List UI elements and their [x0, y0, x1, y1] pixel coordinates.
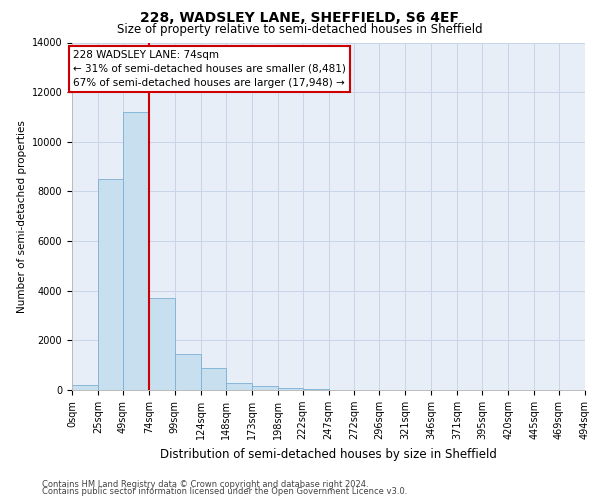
- X-axis label: Distribution of semi-detached houses by size in Sheffield: Distribution of semi-detached houses by …: [160, 448, 497, 460]
- Text: 228, WADSLEY LANE, SHEFFIELD, S6 4EF: 228, WADSLEY LANE, SHEFFIELD, S6 4EF: [140, 11, 460, 25]
- Bar: [251, 386, 278, 390]
- Bar: [201, 368, 226, 390]
- Bar: [278, 388, 302, 390]
- Bar: [175, 354, 201, 390]
- Text: Contains public sector information licensed under the Open Government Licence v3: Contains public sector information licen…: [42, 487, 407, 496]
- Bar: [98, 179, 123, 390]
- Text: Size of property relative to semi-detached houses in Sheffield: Size of property relative to semi-detach…: [117, 22, 483, 36]
- Bar: [72, 385, 98, 390]
- Y-axis label: Number of semi-detached properties: Number of semi-detached properties: [17, 120, 28, 312]
- Bar: [226, 382, 251, 390]
- Bar: [123, 112, 149, 390]
- Text: 228 WADSLEY LANE: 74sqm
← 31% of semi-detached houses are smaller (8,481)
67% of: 228 WADSLEY LANE: 74sqm ← 31% of semi-de…: [73, 50, 346, 88]
- Text: Contains HM Land Registry data © Crown copyright and database right 2024.: Contains HM Land Registry data © Crown c…: [42, 480, 368, 489]
- Bar: [149, 298, 175, 390]
